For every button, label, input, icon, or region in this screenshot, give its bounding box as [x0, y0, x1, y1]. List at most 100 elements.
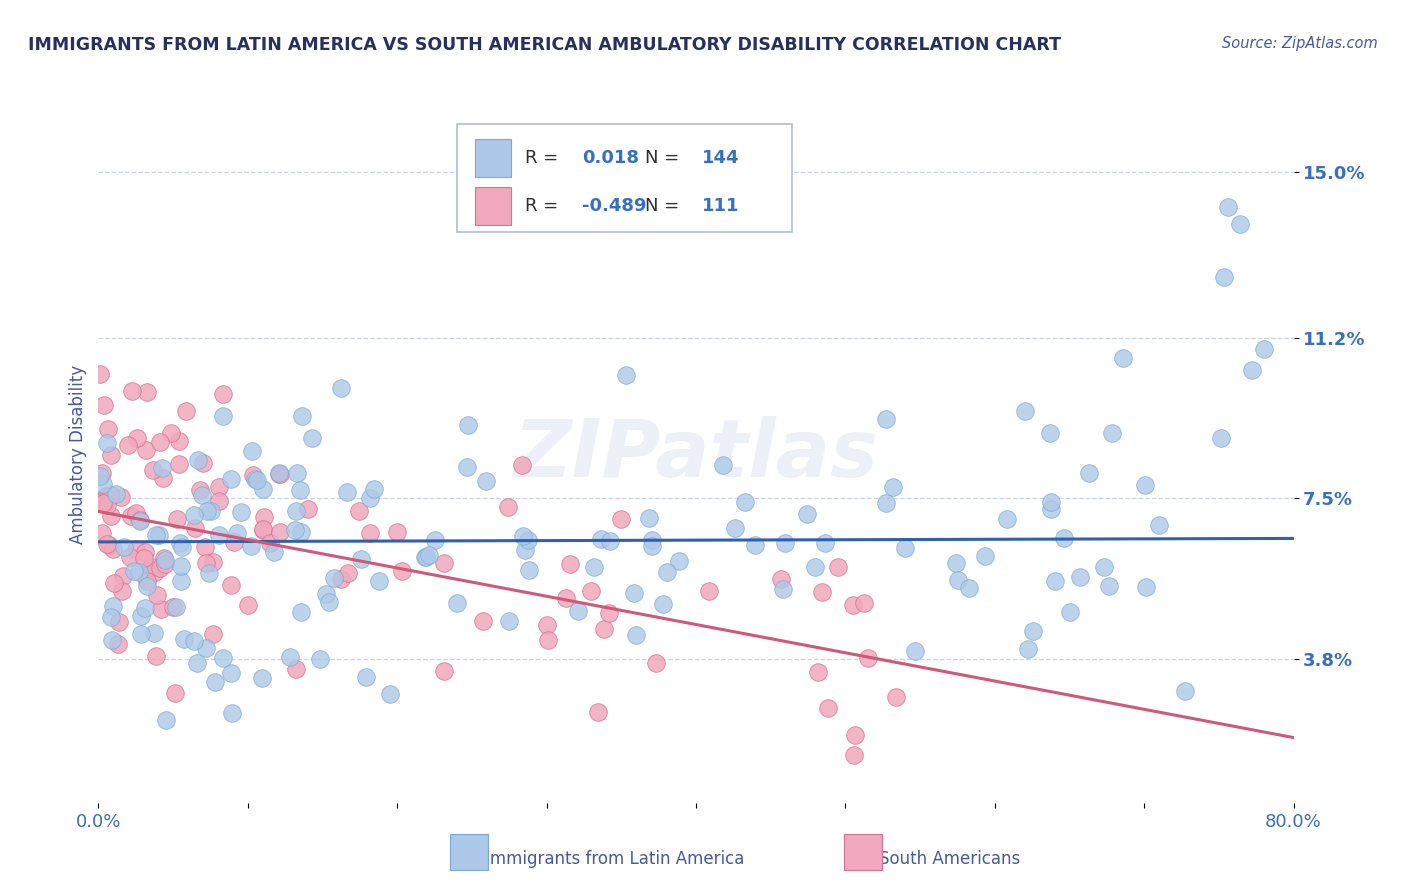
Point: [129, 608, 152, 623]
Point: [796, 507, 818, 521]
Point: [93, 398, 115, 412]
Point: [349, 504, 371, 518]
Point: [875, 496, 897, 510]
Point: [856, 651, 879, 665]
Point: [169, 535, 191, 549]
Point: [957, 581, 980, 595]
Point: [94, 489, 117, 503]
Point: [359, 491, 381, 506]
Point: [456, 460, 478, 475]
Point: [150, 601, 173, 615]
Point: [641, 533, 664, 548]
Y-axis label: Ambulatory Disability: Ambulatory Disability: [69, 366, 87, 544]
Point: [155, 557, 177, 571]
Point: [599, 533, 621, 548]
Point: [90, 526, 112, 541]
Point: [135, 442, 157, 457]
Point: [1069, 570, 1091, 584]
Point: [136, 574, 159, 589]
Point: [212, 409, 235, 423]
Point: [945, 556, 967, 570]
Point: [1253, 342, 1275, 356]
Point: [136, 579, 159, 593]
Point: [1147, 517, 1170, 532]
Point: [651, 597, 673, 611]
Point: [1017, 642, 1039, 657]
Point: [288, 483, 311, 497]
Point: [166, 600, 188, 615]
Point: [145, 528, 167, 542]
Point: [853, 596, 876, 610]
Point: [208, 493, 231, 508]
Point: [512, 529, 534, 543]
Point: [91, 494, 114, 508]
Point: [1174, 684, 1197, 698]
Point: [697, 584, 720, 599]
Point: [475, 474, 498, 488]
Point: [208, 528, 231, 542]
Point: [201, 555, 224, 569]
Text: IMMIGRANTS FROM LATIN AMERICA VS SOUTH AMERICAN AMBULATORY DISABILITY CORRELATIO: IMMIGRANTS FROM LATIN AMERICA VS SOUTH A…: [28, 36, 1062, 54]
Point: [336, 566, 359, 580]
Text: Immigrants from Latin America: Immigrants from Latin America: [485, 850, 744, 868]
Point: [195, 556, 218, 570]
Point: [165, 686, 187, 700]
Point: [200, 504, 222, 518]
Text: Source: ZipAtlas.com: Source: ZipAtlas.com: [1222, 36, 1378, 51]
Point: [1039, 502, 1062, 516]
Point: [174, 404, 197, 418]
Point: [807, 665, 830, 680]
Point: [186, 656, 208, 670]
Point: [142, 463, 165, 477]
Point: [122, 564, 145, 578]
Point: [195, 504, 218, 518]
Point: [236, 598, 259, 612]
Point: [242, 468, 264, 483]
Point: [93, 496, 115, 510]
Point: [152, 471, 174, 485]
Point: [354, 670, 377, 684]
Point: [246, 473, 269, 487]
Point: [240, 444, 263, 458]
Point: [614, 368, 637, 382]
Point: [90, 495, 112, 509]
Point: [117, 438, 139, 452]
Point: [380, 687, 402, 701]
Point: [108, 615, 131, 629]
Point: [170, 558, 193, 573]
Point: [350, 552, 373, 566]
Point: [124, 541, 146, 556]
Point: [995, 512, 1018, 526]
Point: [98, 538, 121, 552]
Point: [96, 435, 118, 450]
Point: [239, 539, 262, 553]
Point: [194, 540, 217, 554]
Point: [415, 549, 437, 564]
FancyBboxPatch shape: [475, 186, 510, 225]
Point: [724, 520, 747, 534]
Point: [1059, 605, 1081, 619]
Text: R =: R =: [524, 197, 564, 215]
Point: [110, 491, 132, 505]
Point: [1135, 581, 1157, 595]
Point: [363, 482, 385, 496]
Point: [433, 665, 456, 679]
Point: [91, 477, 114, 491]
Point: [875, 412, 897, 426]
Point: [841, 598, 863, 612]
Text: South Americans: South Americans: [879, 850, 1019, 868]
Point: [100, 509, 122, 524]
Point: [1209, 431, 1232, 445]
Point: [224, 534, 246, 549]
Text: R =: R =: [524, 149, 564, 167]
Point: [89, 367, 111, 381]
Point: [101, 599, 124, 613]
Point: [589, 532, 612, 546]
Point: [894, 541, 917, 556]
Text: 144: 144: [702, 149, 740, 167]
Point: [323, 571, 346, 585]
Point: [104, 487, 127, 501]
Point: [638, 510, 661, 524]
Point: [103, 541, 125, 556]
Point: [170, 540, 193, 554]
